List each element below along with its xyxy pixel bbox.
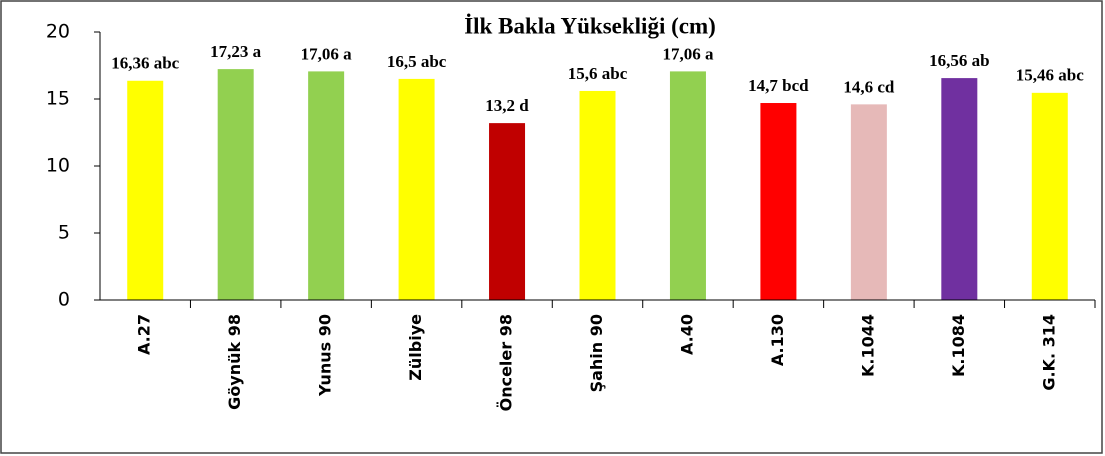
data-label: 17,06 a (662, 44, 714, 63)
bar (850, 104, 887, 300)
data-label: 13,2 d (485, 96, 529, 115)
y-tick-label: 10 (46, 155, 70, 177)
bar (760, 103, 797, 301)
x-tick-label: Göynük 98 (225, 314, 244, 410)
bar (489, 123, 526, 301)
y-tick-label: 20 (46, 21, 70, 43)
data-label: 17,23 a (210, 42, 262, 61)
x-tick-label: G.K. 314 (1039, 314, 1058, 391)
data-label: 17,06 a (301, 44, 353, 63)
bar (127, 80, 164, 300)
data-label: 16,5 abc (387, 52, 447, 71)
x-tick-label: A.40 (677, 314, 696, 355)
x-tick-label: A.27 (135, 314, 154, 355)
x-tick-label: Zülbiye (406, 314, 425, 381)
data-label: 16,36 abc (111, 54, 179, 73)
bar (308, 71, 345, 301)
bar (217, 69, 254, 300)
x-tick-label: Şahin 90 (587, 314, 606, 392)
x-tick-label: Önceler 98 (497, 314, 516, 411)
data-label: 14,6 cd (843, 77, 895, 96)
bar (669, 71, 706, 301)
bar (1031, 92, 1068, 300)
y-tick-label: 5 (58, 222, 70, 244)
data-label: 14,7 bcd (748, 76, 809, 95)
x-tick-label: K.1084 (949, 314, 968, 377)
chart-title: İlk Bakla Yüksekliği (cm) (464, 13, 716, 38)
y-tick-label: 0 (58, 289, 70, 311)
y-tick-label: 15 (46, 88, 70, 110)
x-tick-label: A.130 (768, 314, 787, 366)
x-tick-label: K.1044 (858, 314, 877, 377)
bar (398, 78, 435, 301)
data-label: 16,56 ab (929, 51, 989, 70)
bar (941, 78, 978, 300)
data-label: 15,6 abc (568, 64, 628, 83)
bar (579, 90, 616, 301)
data-label: 15,46 abc (1016, 66, 1084, 85)
x-tick-label: Yunus 90 (316, 314, 335, 397)
